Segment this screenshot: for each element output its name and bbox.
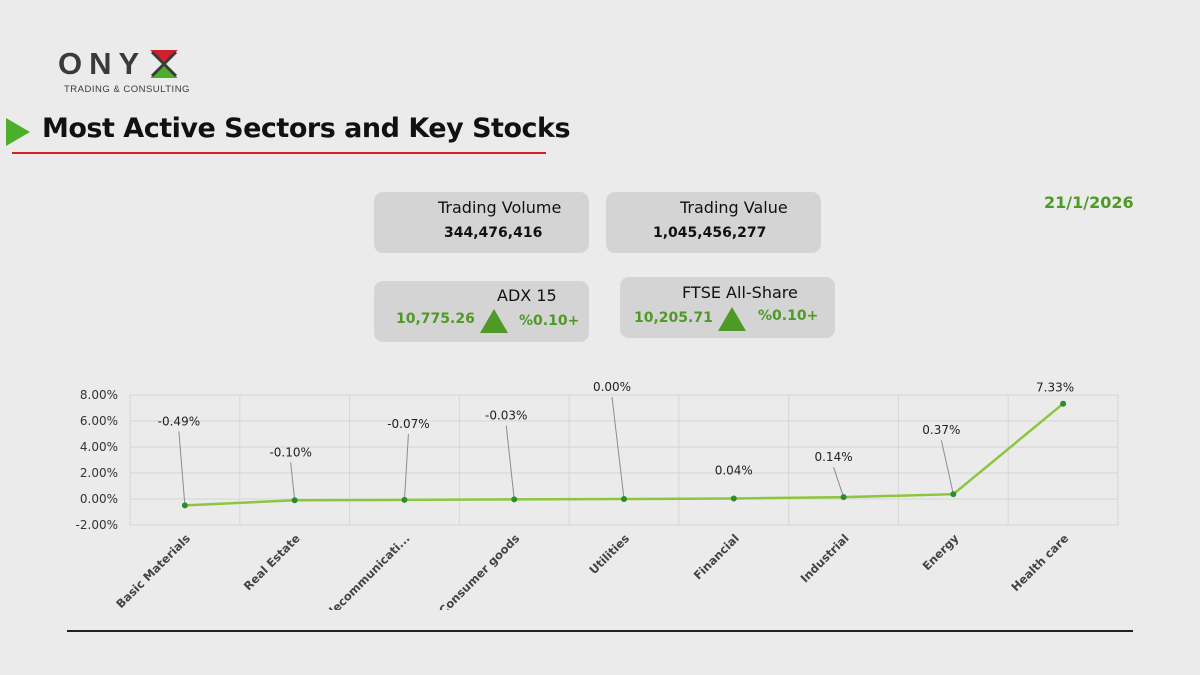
- logo-word: ONY: [58, 46, 147, 81]
- data-label: -0.49%: [158, 414, 200, 428]
- page-title: Most Active Sectors and Key Stocks: [42, 113, 571, 144]
- data-label-leader: [290, 462, 296, 501]
- data-point: [950, 491, 957, 498]
- sector-performance-chart: 8.00% 6.00% 4.00% 2.00% 0.00% -2.00% -0.49% -0.…: [76, 380, 1119, 610]
- data-label-leader: [833, 467, 845, 498]
- data-point: [511, 496, 518, 503]
- logo-x-mark-icon: [148, 48, 180, 80]
- title-arrow-icon: [6, 118, 30, 146]
- y-tick-label: 8.00%: [80, 388, 118, 402]
- x-tick-label: Energy: [920, 531, 962, 573]
- y-tick-label: 4.00%: [80, 440, 118, 454]
- ftse-card: FTSE All-Share 10,205.71 %0.10+: [620, 277, 835, 338]
- y-tick-label: -2.00%: [76, 518, 118, 532]
- trading-value-card: Trading Value 1,045,456,277: [606, 192, 821, 253]
- x-tick-label: Financial: [691, 531, 742, 582]
- adx-value: 10,775.26: [396, 311, 475, 327]
- data-label-leader: [940, 440, 954, 495]
- trading-value-value: 1,045,456,277: [653, 225, 767, 241]
- data-point: [621, 496, 627, 502]
- adx-change: %0.10+: [519, 313, 580, 329]
- x-tick-label: Consumer goods: [436, 531, 522, 610]
- data-label: 7.33%: [1036, 381, 1074, 395]
- x-tick-label: Real Estate: [241, 531, 303, 593]
- data-label-leader: [505, 425, 515, 500]
- x-tick-label: Basic Materials: [113, 531, 193, 610]
- ftse-label: FTSE All-Share: [682, 283, 798, 302]
- title-underline: [12, 152, 546, 154]
- y-tick-label: 2.00%: [80, 466, 118, 480]
- adx-label: ADX 15: [497, 286, 557, 305]
- report-date: 21/1/2026: [1044, 193, 1134, 212]
- y-tick-label: 0.00%: [80, 492, 118, 506]
- data-point: [730, 495, 737, 502]
- logo-subtitle: TRADING & CONSULTING: [64, 84, 190, 95]
- adx-card: ADX 15 10,775.26 %0.10+: [374, 281, 589, 342]
- data-label: 0.14%: [814, 450, 852, 464]
- adx-up-arrow-icon: [480, 309, 508, 333]
- trading-volume-card: Trading Volume 344,476,416: [374, 192, 589, 253]
- x-tick-label: Health care: [1008, 531, 1071, 594]
- x-tick-label: Industrial: [798, 531, 852, 585]
- trading-value-label: Trading Value: [680, 198, 788, 217]
- ftse-up-arrow-icon: [718, 307, 746, 331]
- x-tick-label: Telecommunicati...: [316, 531, 412, 610]
- data-point: [840, 494, 847, 501]
- data-label-leader: [403, 433, 409, 500]
- data-label-leader: [611, 396, 625, 500]
- data-label-leader: [178, 431, 186, 506]
- data-label: -0.03%: [485, 408, 527, 422]
- y-tick-label: 6.00%: [80, 414, 118, 428]
- trading-volume-value: 344,476,416: [444, 225, 543, 241]
- data-point: [1060, 400, 1067, 407]
- data-label: 0.00%: [593, 380, 631, 394]
- data-point: [401, 496, 408, 503]
- onyx-logo: ONY TRADING & CONSULTING: [58, 46, 208, 95]
- trading-volume-label: Trading Volume: [438, 198, 562, 217]
- data-label: -0.07%: [387, 417, 429, 431]
- series-line: [184, 402, 1064, 507]
- data-label: 0.37%: [922, 423, 960, 437]
- data-point: [181, 502, 188, 509]
- ftse-change: %0.10+: [758, 308, 819, 324]
- x-tick-label: Utilities: [586, 531, 632, 577]
- ftse-value: 10,205.71: [634, 310, 713, 326]
- data-label: 0.04%: [715, 463, 753, 477]
- data-label: -0.10%: [269, 445, 311, 459]
- data-point: [291, 497, 298, 504]
- bottom-divider: [67, 630, 1133, 632]
